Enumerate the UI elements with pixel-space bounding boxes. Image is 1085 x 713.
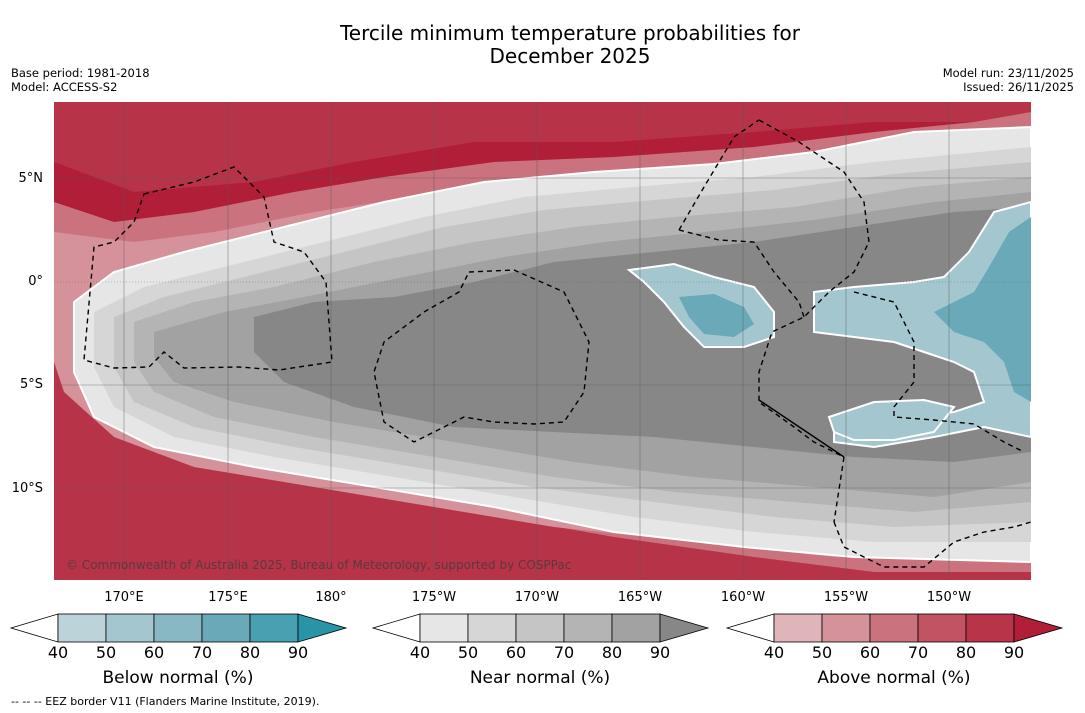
colorbar-below-normal-swatch xyxy=(57,613,107,643)
lon-label-160w: 160°W xyxy=(720,590,766,605)
above-normal-80-band xyxy=(54,102,1031,580)
colorbar-below-normal-tick: 90 xyxy=(287,643,309,662)
colorbar-below-normal-swatch xyxy=(153,613,203,643)
colorbar-near-normal-low-extend xyxy=(372,613,421,643)
colorbar-near-normal-swatch xyxy=(563,613,613,643)
base-period: Base period: 1981-2018 xyxy=(11,66,150,80)
below-normal-patch-central-inner xyxy=(679,294,754,337)
colorbar-near-normal-swatches xyxy=(372,613,710,643)
colorbar-above-normal-tick: 60 xyxy=(859,643,881,662)
colorbar-above-normal-swatch xyxy=(773,613,823,643)
colorbar-below-normal-swatch xyxy=(105,613,155,643)
meta-right: Model run: 23/11/2025 Issued: 26/11/2025 xyxy=(943,66,1074,94)
colorbar-near-normal-tick: 40 xyxy=(409,643,431,662)
colorbar-above-normal-tick: 70 xyxy=(907,643,929,662)
below-normal-patch-south xyxy=(827,398,956,441)
colorbar-near-normal-tick: 50 xyxy=(457,643,479,662)
colorbar-below-normal-tick: 80 xyxy=(239,643,261,662)
lat-label-5s: 5°S xyxy=(19,377,43,392)
below-normal-patch-east-inner xyxy=(934,217,1031,402)
lon-label-175e: 175°E xyxy=(208,590,248,605)
lon-label-155w: 155°W xyxy=(823,590,869,605)
colorbar-above-normal-swatch xyxy=(821,613,871,643)
lon-label-170e: 170°E xyxy=(104,590,144,605)
colorbar-above-normal-tick: 80 xyxy=(955,643,977,662)
colorbar-below-normal-low-extend xyxy=(10,613,59,643)
colorbar-above-normal-high-extend xyxy=(1013,613,1064,643)
colorbar-below-normal-swatches xyxy=(10,613,348,643)
model-run: Model run: 23/11/2025 xyxy=(942,66,1074,80)
colorbar-below-normal-high-extend xyxy=(297,613,348,643)
colorbar-above-normal-swatch xyxy=(917,613,967,643)
colorbar-above-normal-tick: 90 xyxy=(1003,643,1025,662)
map-title: Tercile minimum temperature probabilitie… xyxy=(0,22,1085,68)
title-line-2: December 2025 xyxy=(489,44,651,68)
eez-footnote: -- -- -- EEZ border V11 (Flanders Marine… xyxy=(11,695,320,708)
model-name: Model: ACCESS-S2 xyxy=(11,80,118,94)
lat-label-0: 0° xyxy=(28,274,43,289)
colorbar-near-normal-tick: 90 xyxy=(649,643,671,662)
near-normal-90-region xyxy=(254,207,1031,462)
eez-solid-segment xyxy=(758,399,845,458)
colorbar-near-normal-label: Near normal (%) xyxy=(469,668,611,688)
lon-label-180: 180° xyxy=(315,590,347,605)
colorbar-below-normal-tick: 70 xyxy=(191,643,213,662)
colorbar-below-normal-swatch xyxy=(201,613,251,643)
lon-label-165w: 165°W xyxy=(617,590,663,605)
lon-label-170w: 170°W xyxy=(514,590,560,605)
lat-label-10s: 10°S xyxy=(11,481,43,496)
colorbar-above-normal-swatch xyxy=(869,613,919,643)
colorbar-near-normal-high-extend xyxy=(659,613,710,643)
colorbar-near-normal xyxy=(372,613,710,643)
colorbar-below-normal-tick: 40 xyxy=(47,643,69,662)
colorbar-near-normal-swatch xyxy=(611,613,661,643)
lon-label-175w: 175°W xyxy=(411,590,457,605)
probability-map xyxy=(54,102,1031,580)
colorbar-above-normal-tick: 40 xyxy=(763,643,785,662)
colorbar-below-normal xyxy=(10,613,348,643)
colorbar-above-normal-label: Above normal (%) xyxy=(817,668,971,688)
eez-borders xyxy=(83,119,1031,568)
lat-label-5n: 5°N xyxy=(18,171,44,186)
colorbar-near-normal-swatch xyxy=(515,613,565,643)
copyright-notice: © Commonwealth of Australia 2025, Bureau… xyxy=(66,558,572,572)
colorbar-below-normal-label: Below normal (%) xyxy=(102,668,254,688)
colorbar-near-normal-tick: 80 xyxy=(601,643,623,662)
colorbar-above-normal-swatches xyxy=(726,613,1064,643)
colorbar-near-normal-tick: 60 xyxy=(505,643,527,662)
title-line-1: Tercile minimum temperature probabilitie… xyxy=(339,21,801,45)
colorbar-near-normal-swatch xyxy=(467,613,517,643)
lon-label-150w: 150°W xyxy=(926,590,972,605)
colorbar-below-normal-swatch xyxy=(249,613,299,643)
meta-left: Base period: 1981-2018 Model: ACCESS-S2 xyxy=(11,66,150,94)
below-normal-patch-east xyxy=(813,200,1031,449)
colorbar-below-normal-tick: 50 xyxy=(95,643,117,662)
colorbar-near-normal-swatch xyxy=(419,613,469,643)
issued-date: Issued: 26/11/2025 xyxy=(963,80,1074,94)
colorbar-above-normal-low-extend xyxy=(726,613,775,643)
colorbar-above-normal-tick: 50 xyxy=(811,643,833,662)
colorbar-above-normal-swatch xyxy=(965,613,1015,643)
colorbar-above-normal xyxy=(726,613,1064,643)
colorbar-below-normal-tick: 60 xyxy=(143,643,165,662)
colorbar-near-normal-tick: 70 xyxy=(553,643,575,662)
